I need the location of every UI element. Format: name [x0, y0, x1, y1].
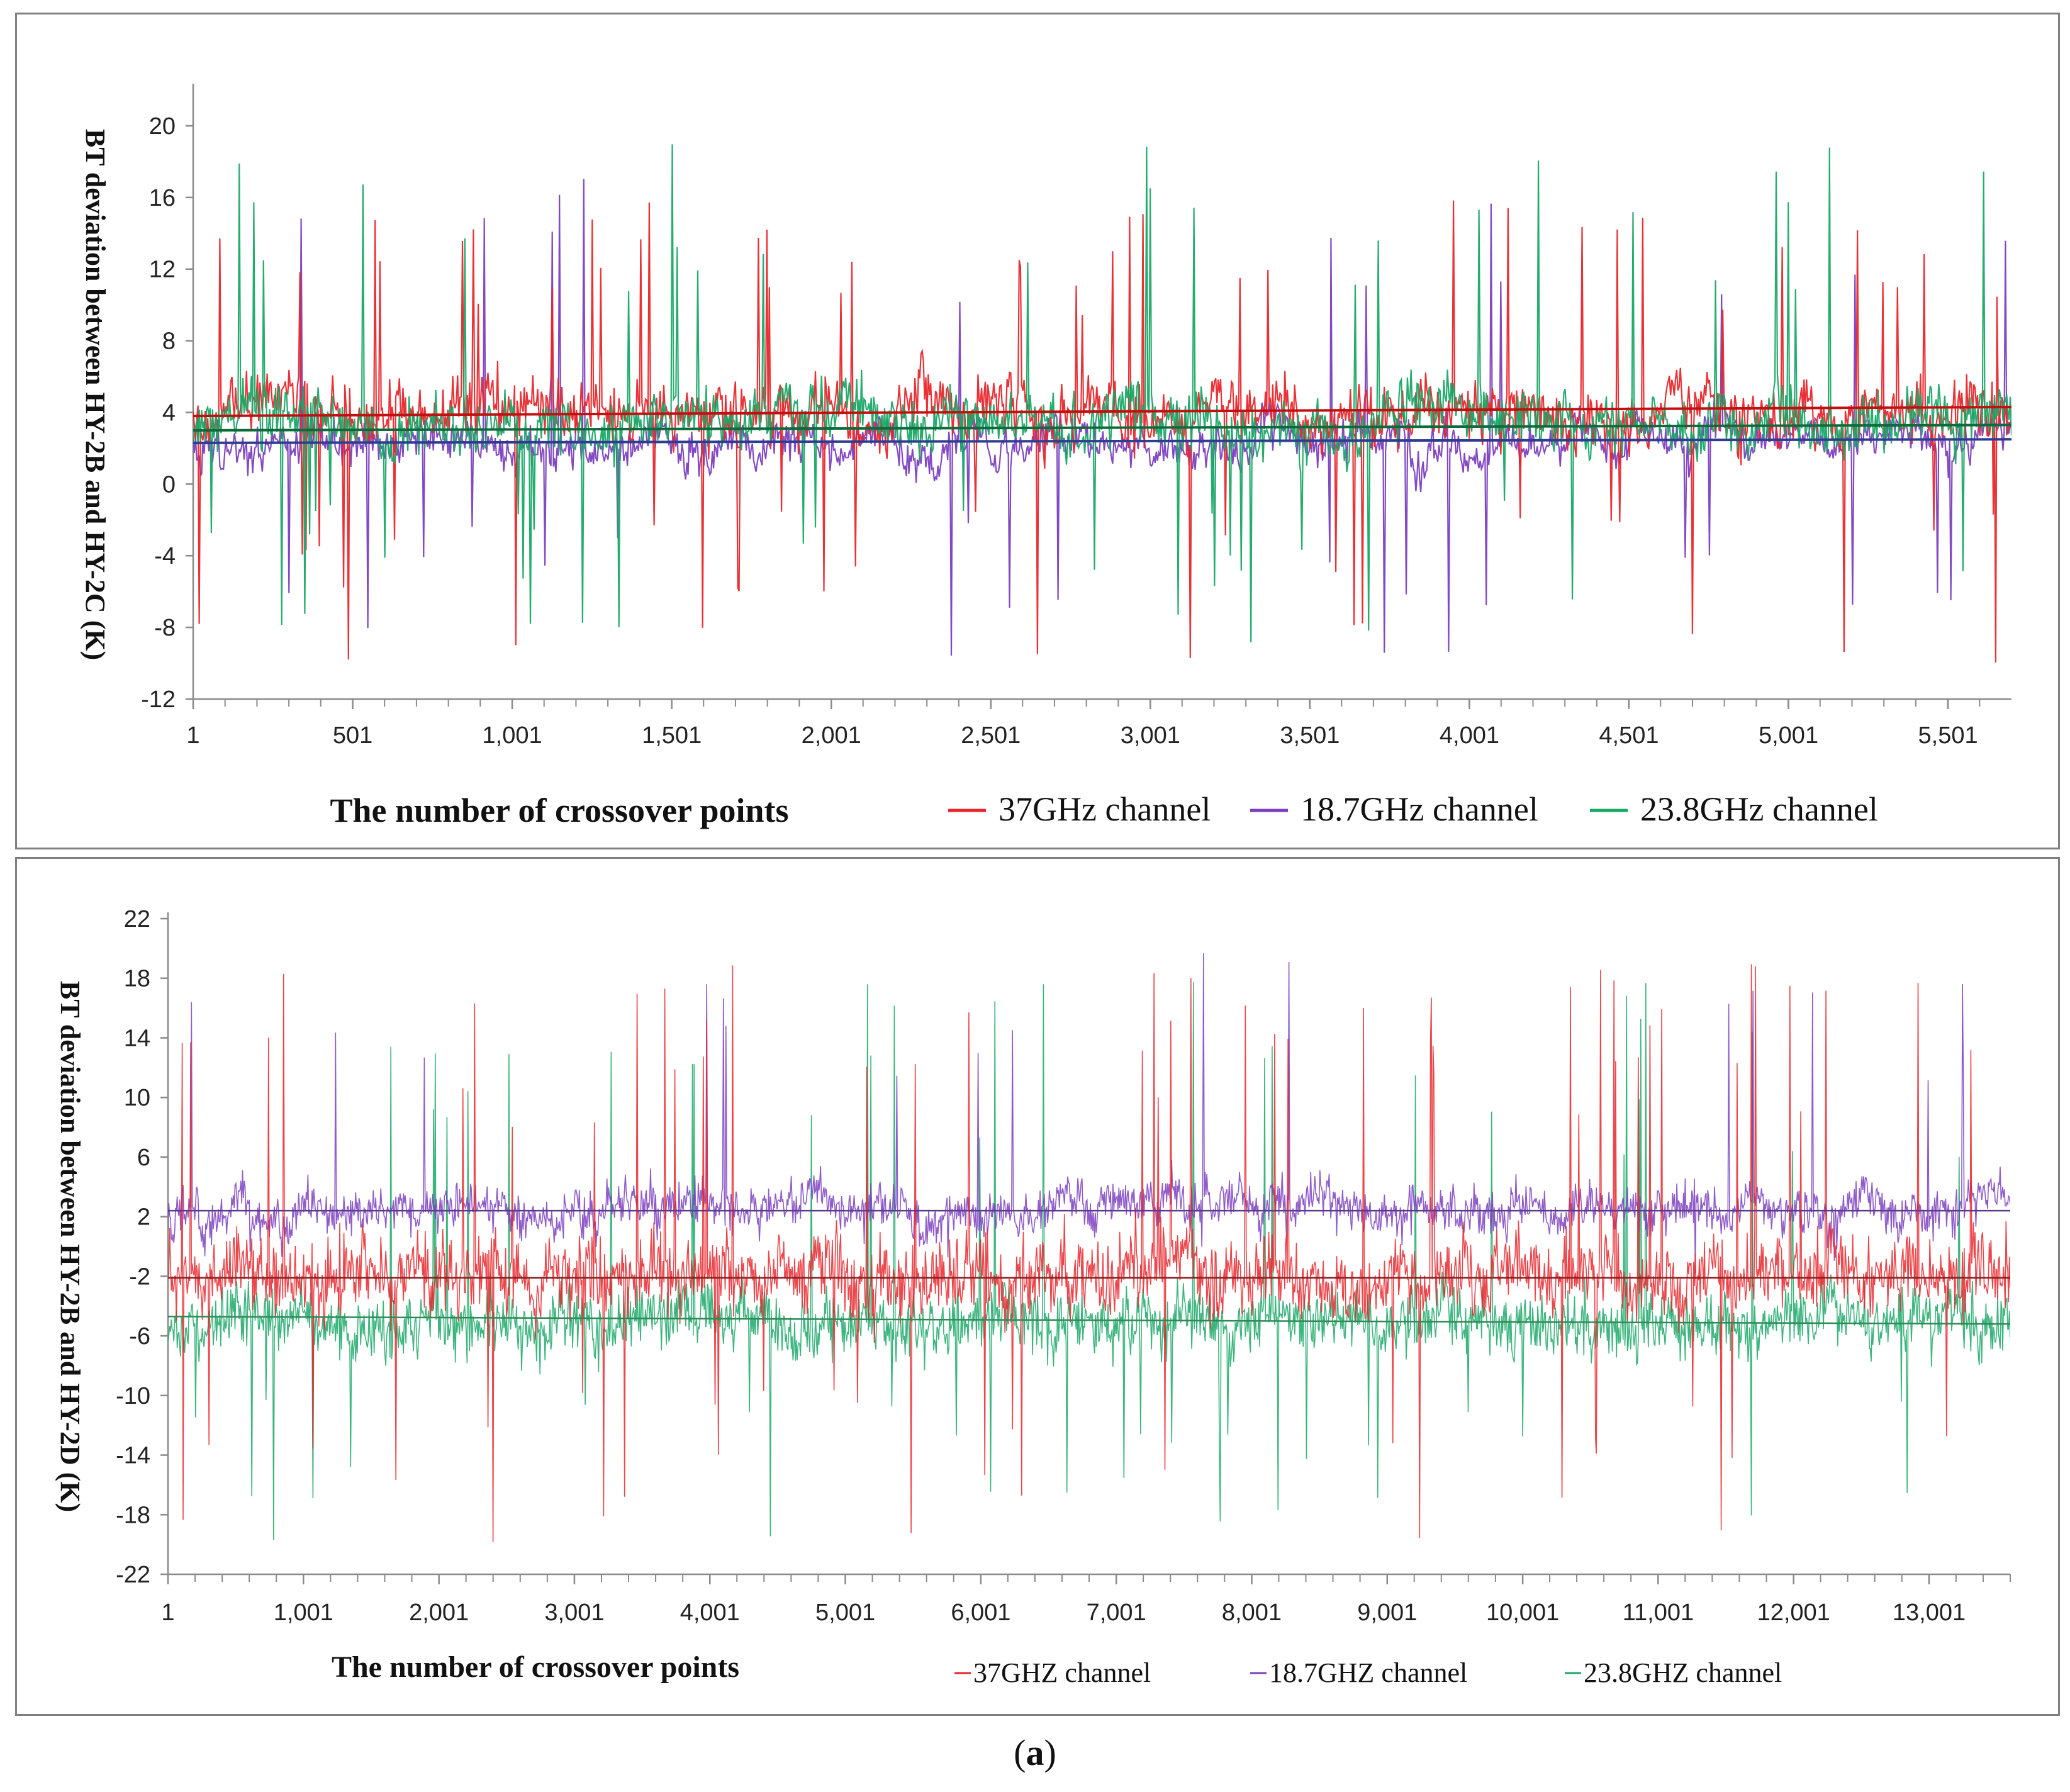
x-tick-label: 5,501: [1918, 722, 1978, 749]
y-axis-title: BT deviation between HY-2B and HY-2C (K): [80, 129, 111, 660]
x-tick-label: 4,001: [1440, 722, 1499, 749]
x-tick-label: 3,001: [1121, 722, 1180, 749]
y-tick-label: 8: [162, 328, 176, 355]
y-tick-label: -6: [129, 1323, 150, 1350]
y-tick-label: 22: [124, 906, 150, 932]
x-tick-label: 1,001: [483, 722, 542, 749]
y-tick-label: -10: [116, 1383, 150, 1409]
x-tick-label: 4,001: [680, 1599, 740, 1626]
figure-caption: (a): [0, 1732, 2070, 1774]
y-tick-label: 20: [149, 113, 176, 140]
caption-label: a: [1026, 1732, 1044, 1773]
series-line-0: [168, 964, 2010, 1542]
x-tick-label: 3,001: [544, 1599, 604, 1626]
x-tick-label: 6,001: [951, 1599, 1010, 1626]
x-axis-title: The number of crossover points: [330, 792, 788, 829]
y-tick-label: 18: [124, 966, 150, 992]
y-tick-label: -4: [154, 543, 176, 569]
x-tick-label: 4,501: [1599, 722, 1659, 749]
x-tick-label: 2,501: [961, 722, 1021, 749]
trend-line-0: [193, 405, 2011, 418]
x-tick-label: 501: [333, 722, 372, 749]
y-tick-label: 0: [162, 471, 176, 498]
x-tick-label: 9,001: [1357, 1599, 1417, 1626]
x-tick-label: 1,001: [274, 1599, 333, 1626]
x-tick-label: 5,001: [1759, 722, 1818, 749]
y-tick-label: 16: [149, 185, 176, 211]
legend-label: 37GHz channel: [999, 790, 1211, 828]
x-tick-label: 7,001: [1087, 1599, 1146, 1626]
x-tick-label: 3,501: [1280, 722, 1340, 749]
series-line-1: [168, 953, 2010, 1274]
y-tick-label: 12: [149, 257, 176, 283]
legend-label: 37GHZ channel: [973, 1657, 1151, 1688]
y-tick-label: 4: [162, 400, 176, 426]
x-tick-label: 1: [161, 1599, 174, 1626]
chart-panel-bottom: 22 18 14 10 6 2 -2 -6 -10 -14 -18 -22 1 1,001 2,001 3,0…: [15, 857, 2060, 1716]
x-tick-label: 1: [186, 722, 199, 749]
y-tick-label: -2: [129, 1263, 150, 1290]
y-axis-title: BT deviation between HY-2B and HY-2D (K): [55, 981, 86, 1512]
legend-label: 18.7GHz channel: [1301, 790, 1538, 828]
legend-label: 23.8GHz channel: [1640, 790, 1878, 828]
plot-area: [168, 953, 2010, 1542]
caption-open: (: [1014, 1732, 1026, 1773]
x-tick-label: 11,001: [1623, 1599, 1694, 1626]
x-tick-label: 13,001: [1893, 1599, 1966, 1626]
x-tick-label: 8,001: [1222, 1599, 1282, 1626]
y-tick-label: 2: [137, 1204, 150, 1231]
trend-line-2: [193, 423, 2011, 432]
x-tick-label: 2,001: [409, 1599, 469, 1626]
x-tick-label: 5,001: [815, 1599, 875, 1626]
x-tick-label: 12,001: [1757, 1599, 1830, 1626]
chart-top-svg: 20 16 12 8 4 0 -4 -8 -12 1 501 1,001 1,501 2,001 2,501…: [80, 84, 2011, 829]
legend-label: 23.8GHZ channel: [1584, 1657, 1782, 1688]
x-axis-title: The number of crossover points: [332, 1650, 739, 1684]
trend-line-2: [168, 1316, 2010, 1325]
legend-label: 18.7GHZ channel: [1269, 1657, 1467, 1688]
caption-close: ): [1044, 1732, 1056, 1773]
y-tick-label: 6: [137, 1145, 150, 1171]
series-line-2: [168, 982, 2010, 1540]
chart-panel-top: 20 16 12 8 4 0 -4 -8 -12 1 501 1,001 1,501 2,001 2,501…: [15, 13, 2060, 849]
y-tick-label: 14: [124, 1025, 150, 1051]
x-tick-label: 2,001: [802, 722, 861, 749]
y-tick-label: -8: [154, 615, 176, 641]
y-tick-label: 10: [124, 1085, 150, 1111]
plot-area: [193, 144, 2011, 663]
series-line-2: [193, 144, 2011, 642]
y-tick-label: -22: [116, 1562, 150, 1588]
y-tick-label: -14: [116, 1443, 150, 1469]
x-tick-label: 1,501: [642, 722, 702, 749]
y-tick-label: -12: [141, 686, 176, 713]
trend-line-1: [193, 438, 2011, 444]
y-tick-label: -18: [116, 1502, 150, 1528]
x-tick-label: 10,001: [1486, 1599, 1559, 1626]
